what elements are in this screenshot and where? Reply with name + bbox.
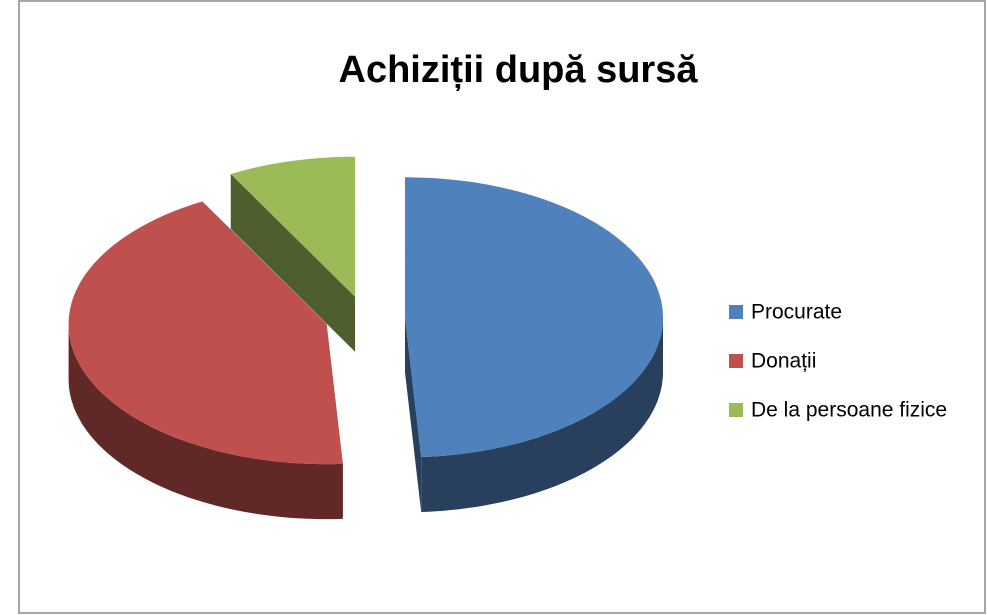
slice [68, 201, 343, 465]
slice-side [68, 324, 343, 520]
pie-slice [230, 156, 356, 352]
pie-slice [404, 177, 663, 513]
legend-swatch [729, 305, 743, 319]
slice [404, 177, 663, 458]
slice [230, 156, 356, 297]
chart-title: Achiziții după sursă [339, 49, 699, 91]
slice-side [230, 174, 356, 352]
legend-swatch [729, 354, 743, 368]
slice-side [404, 317, 422, 513]
legend-label: Procurate [751, 301, 842, 324]
legend-label: De la persoane fizice [751, 399, 947, 422]
slice-side [421, 317, 663, 512]
legend-swatch [729, 403, 743, 417]
pie-slice [68, 201, 343, 520]
legend-label: Donații [751, 350, 816, 373]
